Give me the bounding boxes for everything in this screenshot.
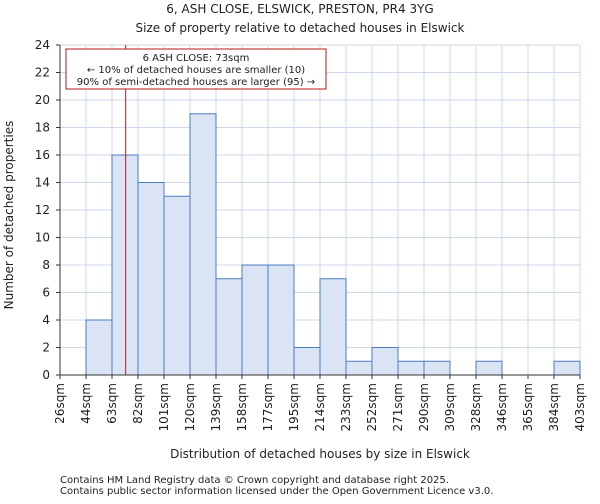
y-axis-label: Number of detached properties	[2, 121, 16, 310]
x-tick-label: 252sqm	[365, 383, 379, 431]
y-tick-label: 6	[42, 286, 50, 300]
footer-line-1: Contains HM Land Registry data © Crown c…	[60, 475, 449, 486]
bar-82sqm	[137, 182, 165, 376]
x-tick-label: 120sqm	[183, 383, 197, 431]
bar-101sqm	[163, 195, 191, 376]
bar-328sqm	[475, 360, 503, 376]
bar-271sqm	[397, 360, 425, 376]
y-tick-label: 2	[42, 341, 50, 355]
x-tick-label: 403sqm	[573, 383, 587, 431]
y-tick-label: 14	[35, 176, 50, 190]
x-tick-label: 139sqm	[209, 383, 223, 431]
x-tick-label: 271sqm	[391, 383, 405, 431]
bar-290sqm	[423, 360, 451, 376]
x-tick-label: 365sqm	[521, 383, 535, 431]
bar-63sqm	[111, 154, 139, 376]
y-tick-label: 16	[35, 148, 50, 162]
x-tick-label: 290sqm	[417, 383, 431, 431]
bar-177sqm	[267, 264, 295, 376]
y-tick-label: 12	[35, 203, 50, 217]
annotation-frame	[65, 48, 327, 90]
annotation-line-3: 90% of semi-detached houses are larger (…	[77, 77, 315, 88]
x-tick-label: 328sqm	[469, 383, 483, 431]
bar-44sqm	[85, 319, 113, 376]
x-tick-label: 44sqm	[79, 383, 93, 424]
x-tick-label: 101sqm	[157, 383, 171, 431]
bar-139sqm	[215, 278, 243, 376]
bar-233sqm	[345, 360, 373, 376]
x-tick-label: 177sqm	[261, 383, 275, 431]
annotation-line-2: ← 10% of detached houses are smaller (10…	[87, 65, 305, 76]
x-tick-label: 346sqm	[495, 383, 509, 431]
annotation-box: 6 ASH CLOSE: 73sqm ← 10% of detached hou…	[65, 48, 327, 90]
annotation-line-1: 6 ASH CLOSE: 73sqm	[143, 53, 250, 64]
bar-195sqm	[293, 347, 321, 376]
y-tick-label: 18	[35, 121, 50, 135]
bar-214sqm	[319, 278, 347, 376]
y-tick-label: 22	[35, 66, 50, 80]
bar-252sqm	[371, 347, 399, 376]
bar-120sqm	[189, 113, 217, 376]
x-tick-label: 63sqm	[105, 383, 119, 424]
x-tick-label: 384sqm	[547, 383, 561, 431]
y-tick-label: 4	[42, 313, 50, 327]
x-tick-label: 214sqm	[313, 383, 327, 431]
y-tick-label: 10	[35, 231, 50, 245]
y-tick-label: 20	[35, 93, 50, 107]
chart-subtitle: Size of property relative to detached ho…	[136, 21, 465, 35]
x-ticks: 26sqm 44sqm 63sqm 82sqm 101sqm 120sqm 139sqm 15…	[53, 375, 587, 431]
bar-384sqm	[553, 360, 581, 376]
x-axis-label: Distribution of detached houses by size …	[170, 447, 470, 461]
x-tick-label: 233sqm	[339, 383, 353, 431]
footer-line-2: Contains public sector information licen…	[60, 486, 493, 497]
x-tick-label: 309sqm	[443, 383, 457, 431]
bars	[85, 113, 581, 376]
y-tick-label: 24	[35, 38, 50, 52]
y-tick-label: 0	[42, 368, 50, 382]
y-tick-label: 8	[42, 258, 50, 272]
x-tick-label: 82sqm	[131, 383, 145, 424]
x-tick-label: 158sqm	[235, 383, 249, 431]
x-tick-label: 26sqm	[53, 383, 67, 424]
chart-title: 6, ASH CLOSE, ELSWICK, PRESTON, PR4 3YG	[166, 2, 433, 16]
x-tick-label: 195sqm	[287, 383, 301, 431]
bar-158sqm	[241, 264, 269, 376]
